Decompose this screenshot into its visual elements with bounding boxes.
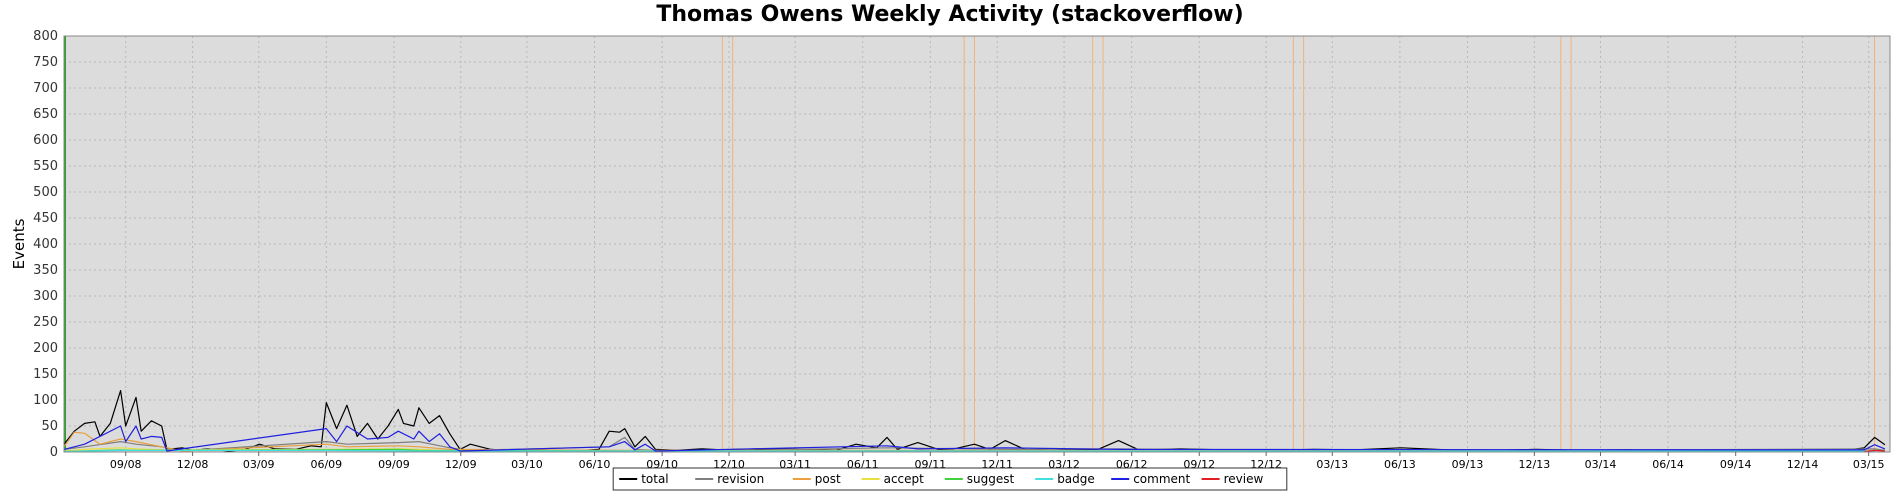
x-tick-label: 09/09: [378, 458, 410, 471]
series-line-review: [1864, 449, 1885, 453]
series-layer: [63, 390, 1886, 453]
y-tick-label: 550: [33, 159, 58, 174]
plot-background: [64, 36, 1890, 452]
series-line-comment: [63, 425, 1886, 452]
x-tick-label: 03/10: [511, 458, 543, 471]
legend-label-review: review: [1224, 472, 1264, 486]
y-tick-label: 200: [33, 341, 58, 356]
legend-label-badge: badge: [1057, 472, 1095, 486]
x-tick-label: 09/13: [1452, 458, 1484, 471]
series-line-post: [63, 431, 1875, 452]
x-tick-label: 03/13: [1316, 458, 1348, 471]
y-tick-labels: 0 50 100 150 200 250 300 350 400 450 500 550 600 650 7…: [33, 29, 58, 460]
legend-label-post: post: [815, 472, 841, 486]
x-tick-label: 03/09: [243, 458, 275, 471]
y-tick-label: 700: [33, 81, 58, 96]
x-tick-label: 09/08: [110, 458, 142, 471]
x-tick-label: 12/09: [445, 458, 477, 471]
x-tick-label: 03/15: [1853, 458, 1885, 471]
chart-title: Thomas Owens Weekly Activity (stackoverf…: [656, 2, 1244, 27]
y-tick-label: 150: [33, 367, 58, 382]
y-tick-label: 0: [50, 445, 58, 460]
y-tick-label: 750: [33, 55, 58, 70]
legend-label-comment: comment: [1133, 472, 1190, 486]
y-tick-label: 500: [33, 185, 58, 200]
marker-layer: [64, 36, 1876, 452]
series-line-badge: [63, 449, 1875, 453]
x-tick-label: 06/09: [310, 458, 342, 471]
y-tick-label: 100: [33, 393, 58, 408]
plot-border: [63, 35, 1891, 453]
x-tick-label: 06/13: [1384, 458, 1416, 471]
y-tick-label: 450: [33, 211, 58, 226]
x-tick-label: 09/14: [1720, 458, 1752, 471]
x-tick-label: 12/14: [1787, 458, 1819, 471]
legend-label-total: total: [641, 472, 668, 486]
x-tick-label: 06/10: [579, 458, 611, 471]
y-tick-label: 350: [33, 263, 58, 278]
y-tick-label: 400: [33, 237, 58, 252]
grid-layer: [64, 35, 1890, 453]
x-tick-label: 03/14: [1585, 458, 1617, 471]
y-tick-label: 650: [33, 107, 58, 122]
x-tick-label: 06/14: [1652, 458, 1684, 471]
legend-label-accept: accept: [884, 472, 925, 486]
legend-label-revision: revision: [717, 472, 764, 486]
legend-label-suggest: suggest: [967, 472, 1015, 486]
legend: total revision post accept suggest badge comme…: [612, 467, 1288, 491]
y-tick-label: 300: [33, 289, 58, 304]
y-axis-title: Events: [10, 218, 28, 269]
x-tick-label: 12/08: [177, 458, 209, 471]
y-tick-label: 800: [33, 29, 58, 44]
y-tick-label: 250: [33, 315, 58, 330]
y-tick-label: 600: [33, 133, 58, 148]
y-tick-label: 50: [41, 419, 58, 434]
x-tick-label: 12/13: [1519, 458, 1551, 471]
